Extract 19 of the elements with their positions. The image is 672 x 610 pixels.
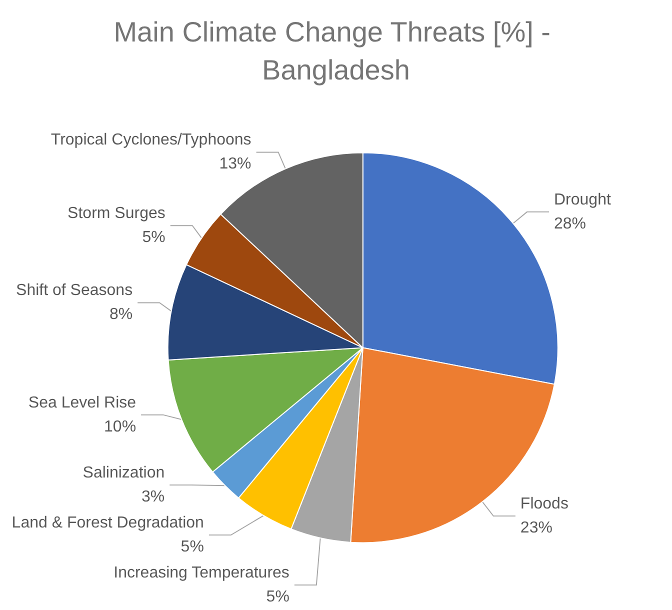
chart-title: Main Climate Change Threats [%] - Bangladesh [114, 16, 558, 86]
slice-label: Land & Forest Degradation [12, 514, 204, 532]
data-label: 3% [141, 488, 165, 506]
data-label: 5% [180, 538, 204, 556]
slice-label: Increasing Temperatures [114, 564, 290, 582]
data-label: 13% [219, 156, 252, 173]
slice-label: Storm Surges [68, 205, 166, 222]
data-label: 23% [520, 520, 552, 537]
data-label: 10% [104, 418, 136, 436]
data-label: 8% [109, 306, 133, 324]
slice-label: Drought [554, 191, 612, 208]
slice-label: Shift of Seasons [16, 282, 133, 300]
data-label: 28% [554, 215, 586, 232]
slice-label: Salinization [82, 464, 165, 482]
data-label: 5% [142, 229, 166, 246]
slice-label: Tropical Cyclones/Typhoons [50, 132, 252, 149]
slice-label: Sea Level Rise [28, 394, 136, 412]
slice-label: Floods [520, 496, 568, 513]
data-label: 5% [266, 588, 290, 606]
